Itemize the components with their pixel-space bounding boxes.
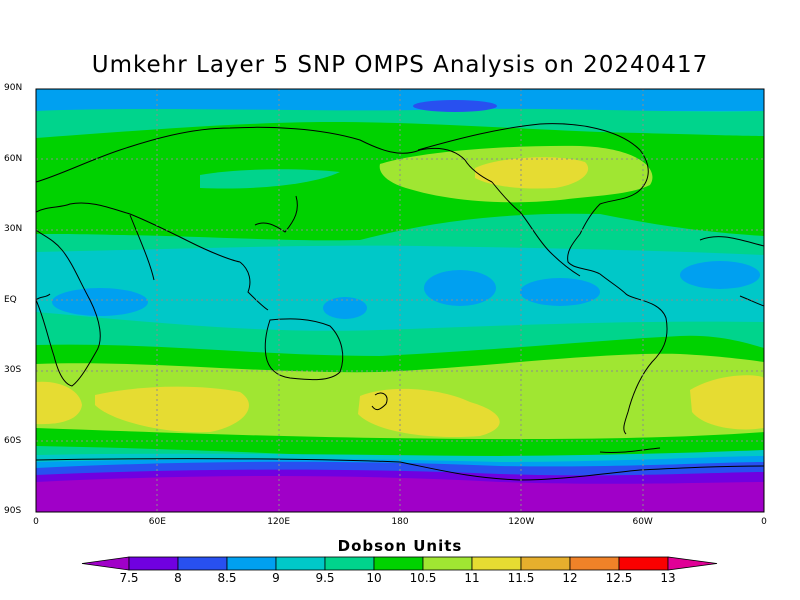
plot-frame xyxy=(35,88,765,513)
colorbar xyxy=(81,556,718,571)
colorbar-segment xyxy=(128,556,179,571)
colorbar-label: 12 xyxy=(562,571,578,585)
colorbar-label: 11.5 xyxy=(507,571,535,585)
colorbar-label: 8.5 xyxy=(217,571,237,585)
colorbar-segment xyxy=(618,556,669,571)
colorbar-segment xyxy=(520,556,571,571)
band-11-5-north xyxy=(475,157,589,189)
gridlines xyxy=(36,89,764,512)
band-8-5-arctic xyxy=(413,100,497,112)
band-9-tropic-a xyxy=(52,288,148,316)
colorbar-title: Dobson Units xyxy=(337,537,463,555)
colorbar-label: 7.5 xyxy=(119,571,139,585)
band-11-5-south-d xyxy=(690,375,764,430)
band-11-5-south-a xyxy=(36,381,82,425)
colorbar-label: 8 xyxy=(174,571,182,585)
y-tick-label: 60S xyxy=(4,435,22,446)
colorbar-segment xyxy=(373,556,424,571)
y-tick-label: 90N xyxy=(4,83,23,93)
y-tick-label: 30N xyxy=(4,224,23,234)
colorbar-segment xyxy=(275,556,326,571)
x-tick-label: 0 xyxy=(33,517,39,527)
colorbar-under-triangle xyxy=(81,556,130,571)
y-tick-label: EQ xyxy=(4,294,17,305)
colorbar-label: 13 xyxy=(660,571,676,585)
colorbar-label: 10.5 xyxy=(409,571,437,585)
colorbar-segment xyxy=(471,556,522,571)
x-tick-label: 0 xyxy=(761,517,767,527)
y-tick-label: 30S xyxy=(4,365,22,375)
band-9-tropic-e xyxy=(680,261,760,289)
x-tick-label: 120E xyxy=(267,517,291,527)
x-tick-label: 60E xyxy=(148,517,166,527)
colorbar-segment xyxy=(569,556,620,571)
colorbar-label: 10 xyxy=(366,571,382,585)
colorbar-segment xyxy=(422,556,473,571)
band-10-north-inner xyxy=(200,169,340,189)
colorbar-segment xyxy=(226,556,277,571)
coastlines xyxy=(36,123,764,481)
colorbar-label: 9.5 xyxy=(315,571,335,585)
colorbar-label: 12.5 xyxy=(605,571,633,585)
band-9-tropic-c xyxy=(424,270,496,306)
x-tick-label: 180 xyxy=(391,517,409,527)
y-tick-label: 90S xyxy=(4,506,22,516)
map-title: Umkehr Layer 5 SNP OMPS Analysis on 2024… xyxy=(91,52,709,78)
x-tick-label: 60W xyxy=(632,517,653,527)
colorbar-label: 11 xyxy=(464,571,480,585)
y-tick-label: 60N xyxy=(4,153,23,164)
x-tick-label: 120W xyxy=(508,517,535,527)
colorbar-segment xyxy=(177,556,228,571)
band-11-5-south-c xyxy=(358,388,500,438)
band-9-tropic-b xyxy=(323,297,367,319)
colorbar-label: 9 xyxy=(272,571,280,585)
band-11-5-south-b xyxy=(95,386,249,433)
colorbar-over-triangle xyxy=(667,556,718,571)
colorbar-segment xyxy=(324,556,375,571)
band-9-tropic-d xyxy=(520,278,600,306)
